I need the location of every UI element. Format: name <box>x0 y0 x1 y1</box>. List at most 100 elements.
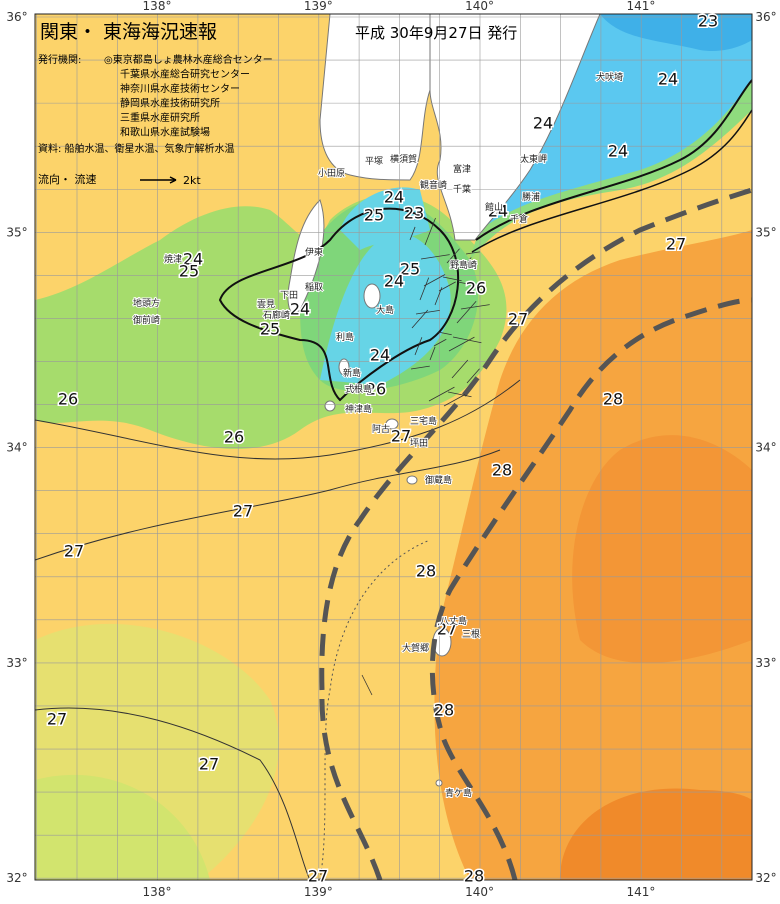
current-arrow <box>411 309 429 329</box>
isotherm-label: 25 <box>364 206 384 225</box>
current-arrow <box>414 337 423 356</box>
current-arrow <box>410 365 430 370</box>
place-name: 御前崎 <box>133 314 160 326</box>
legend-arrowhead <box>169 176 177 184</box>
place-name: 勝浦 <box>522 191 540 203</box>
current-arrow <box>361 674 373 696</box>
isotherm-label: 23 <box>698 12 718 31</box>
isotherm-label: 25 <box>260 320 280 339</box>
current-arrow <box>419 277 430 301</box>
current-arrow <box>461 257 472 269</box>
current-arrow <box>429 346 436 361</box>
isotherm-label: 28 <box>464 867 484 886</box>
sources: 資料: 船舶水温、衛星水温、気象庁解析水温 <box>38 142 235 155</box>
place-name: 八丈島 <box>440 615 467 627</box>
place-name: 地頭方 <box>133 297 160 309</box>
lat-label: 36° <box>755 10 776 24</box>
isotherm-label: 24 <box>658 70 678 89</box>
map-frame <box>34 13 753 881</box>
current-arrow <box>434 287 443 306</box>
lat-label: 35° <box>6 225 27 239</box>
place-name: 平塚 <box>365 156 383 167</box>
isotherm-label: 27 <box>47 710 67 729</box>
place-name: 御蔵島 <box>425 474 452 486</box>
current-arrow <box>409 226 416 241</box>
lon-label: 138° <box>143 0 172 13</box>
isotherm-label: 27 <box>666 235 686 254</box>
place-name: 青ケ島 <box>445 787 472 799</box>
isotherm-label: 27 <box>199 755 219 774</box>
lon-label: 139° <box>304 885 333 899</box>
place-name: 千倉 <box>510 213 528 225</box>
isotherm-label: 24 <box>488 202 508 221</box>
place-name: 稲取 <box>305 281 323 293</box>
place-name: 神津島 <box>345 403 372 415</box>
isotherm-label: 23 <box>404 204 424 223</box>
isotherm-label: 26 <box>366 380 386 399</box>
isotherm-label: 24 <box>290 300 310 319</box>
contours <box>35 79 752 880</box>
place-name: 横須賀 <box>390 153 417 165</box>
lat-label: 34° <box>755 441 776 455</box>
lon-label: 139° <box>304 0 333 13</box>
lat-label: 33° <box>755 656 776 670</box>
current-arrow <box>443 394 466 407</box>
issuer: 静岡県水産技術研究所 <box>120 97 220 110</box>
issue-date: 平成 30年9月27日 発行 <box>355 24 517 42</box>
current-arrow <box>452 336 482 344</box>
isotherm-label: 28 <box>434 701 454 720</box>
place-name: 新島 <box>343 367 361 379</box>
lat-label: 36° <box>6 10 27 24</box>
legend-label: 流向・ 流速 <box>38 172 97 186</box>
place-name: 雲見 <box>257 299 275 310</box>
place-name: 大賀郷 <box>402 642 429 654</box>
lat-label: 33° <box>6 656 27 670</box>
lat-label: 32° <box>755 871 776 885</box>
isotherm-label: 27 <box>64 542 84 561</box>
place-name: 焼津 <box>164 254 182 265</box>
isotherm-label: 24 <box>384 188 404 207</box>
current-arrow <box>448 336 475 352</box>
current-arrow <box>465 251 480 255</box>
lat-label: 32° <box>6 871 27 885</box>
lon-label: 140° <box>465 0 494 13</box>
place-name: 野島崎 <box>450 259 477 271</box>
place-name: 犬吠埼 <box>596 71 623 83</box>
isotherm-label: 24 <box>370 346 390 365</box>
current-arrow <box>460 304 490 310</box>
current-arrow <box>466 368 480 384</box>
place-name: 下田 <box>280 290 298 301</box>
isotherm-label: 27 <box>437 620 457 639</box>
isotherm-label: 28 <box>603 390 623 409</box>
place-name: 阿古 <box>372 423 390 435</box>
current-arrow <box>433 338 447 347</box>
place-name: 三根 <box>462 628 480 640</box>
sea-temperature <box>35 14 752 880</box>
current-arrow <box>456 300 477 324</box>
isotherm-label: 27 <box>508 310 528 329</box>
place-name: 式根島 <box>345 383 372 395</box>
place-name: 館山 <box>485 201 503 213</box>
current-arrow <box>438 281 456 292</box>
place-name: 太東岬 <box>520 153 547 165</box>
current-arrow <box>446 248 460 264</box>
current-arrow <box>420 254 450 260</box>
place-name: 富津 <box>453 163 471 175</box>
current-arrow <box>415 310 440 315</box>
place-name: 坪田 <box>410 438 428 449</box>
legend-speed: 2kt <box>183 174 201 187</box>
lon-label: 138° <box>143 885 172 899</box>
isotherm-label: 27 <box>391 427 411 446</box>
lat-label: 34° <box>6 441 27 455</box>
current-arrow <box>424 217 436 246</box>
isotherm-label: 24 <box>183 250 203 269</box>
title: 関東・ 東海海況速報 <box>40 21 217 43</box>
isotherm-label: 28 <box>416 562 436 581</box>
lon-label: 140° <box>465 885 494 899</box>
labels: 138° 138° 139° 139° 140° 140° 141° 141° 36° 36° 35… <box>6 0 776 899</box>
issuer-label: 発行機関: <box>38 53 81 66</box>
isotherm-label: 24 <box>533 114 553 133</box>
isotherm-label: 26 <box>224 428 244 447</box>
issuer-list: ◎東京都島しょ農林水産総合センター千葉県水産総合研究センター神奈川県水産技術セン… <box>104 53 273 139</box>
